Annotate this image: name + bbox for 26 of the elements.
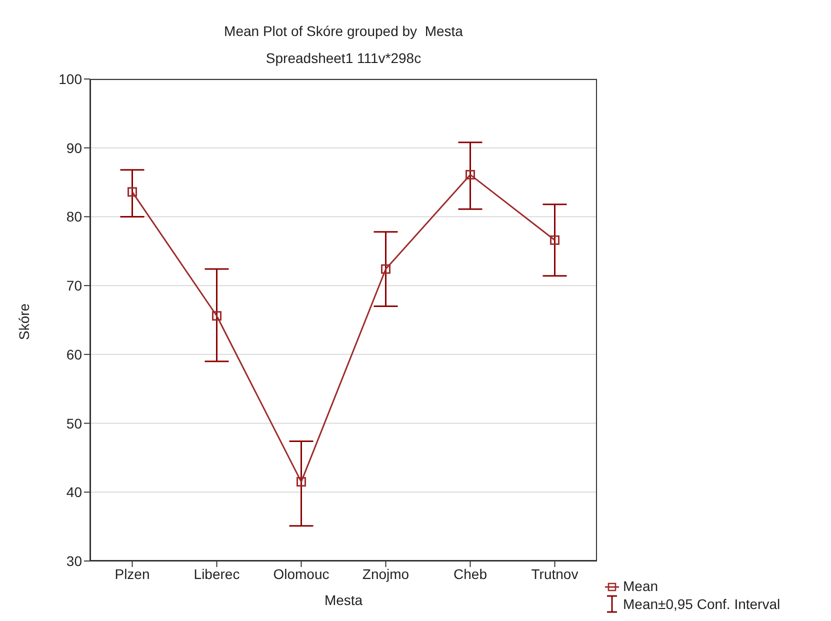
y-tick-label: 30 (66, 552, 82, 569)
x-tick-label: Cheb (454, 566, 488, 582)
point (296, 477, 306, 487)
x-tick-label: Olomouc (273, 566, 330, 582)
chart-title: Mean Plot of Skóre grouped by Mesta (223, 22, 464, 41)
x-tick-label: Znojmo (362, 566, 410, 582)
y-tick-label: 50 (66, 415, 82, 432)
y-tick-label: 80 (66, 208, 82, 225)
y-tick-label: 100 (58, 70, 82, 87)
text: Mean±0,95 Conf. Interval (623, 596, 780, 612)
point (381, 264, 390, 274)
y-tick-label: 60 (66, 346, 82, 362)
point (550, 235, 560, 245)
y-tick-label: 40 (66, 484, 82, 500)
legend-label: Mean (623, 578, 658, 595)
x-axis-title: Mesta (324, 592, 363, 608)
y-tick-label: 70 (66, 278, 82, 294)
chart-subtitle: Spreadsheet1 111v*298c (264, 49, 422, 68)
x-tick-label: Trutnov (531, 566, 578, 582)
y-tick-label: 90 (66, 140, 82, 156)
x-tick-label: Liberec (194, 566, 240, 582)
point (212, 311, 222, 321)
y-axis-title: Skóre (16, 303, 32, 340)
point (128, 187, 137, 197)
point (466, 170, 475, 180)
x-tick-label: Plzen (114, 566, 150, 582)
